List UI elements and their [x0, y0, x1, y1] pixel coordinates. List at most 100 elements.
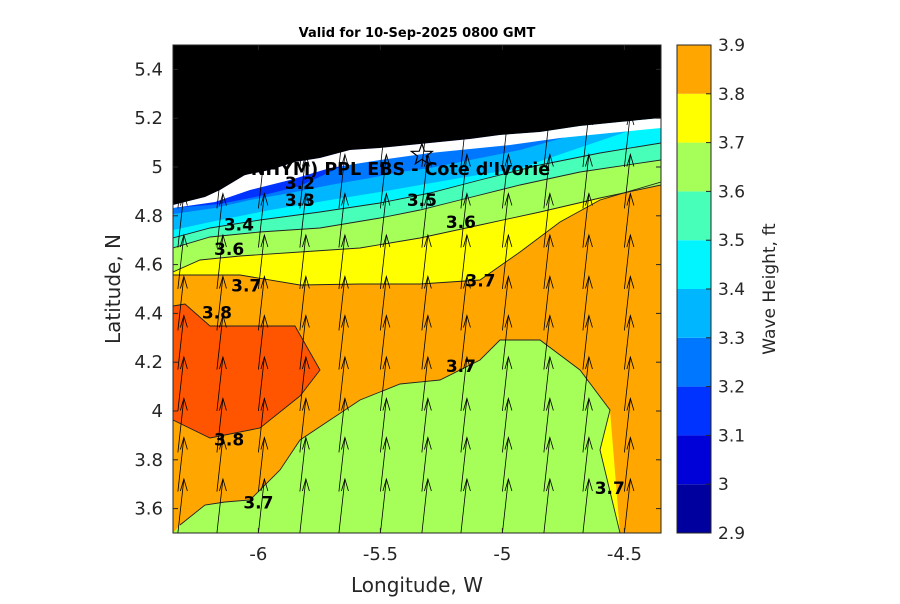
wave-direction-arrow [582, 477, 593, 533]
colorbar-tick-label: 3.5 [718, 231, 745, 251]
wave-direction-arrow [460, 275, 471, 331]
wave-direction-arrow [460, 355, 471, 412]
colorbar-tick-label: 2.9 [718, 524, 745, 544]
wave-direction-arrow [380, 275, 391, 331]
plot-area: 3.23.3 3.4 3.5 3.6 3.6 3.7 3.7 3.7 3.7 3.7 3.8 3.8 [173, 45, 661, 533]
y-tick-label: 5 [152, 157, 163, 178]
contour-band-3-8 [173, 182, 661, 533]
wave-direction-arrows [177, 111, 635, 533]
wave-direction-arrow [543, 355, 554, 412]
wave-direction-arrow [543, 314, 554, 370]
y-tick-label: 4 [152, 401, 163, 422]
wave-direction-arrow [299, 192, 310, 248]
wave-direction-arrow [543, 436, 554, 492]
wave-direction-arrow [338, 233, 349, 290]
wave-direction-arrow [543, 397, 554, 453]
colorbar-tick-label: 3.6 [718, 182, 745, 202]
wave-direction-arrow [338, 436, 349, 492]
x-tick-label: -5.5 [363, 544, 398, 565]
wave-direction-arrow [380, 111, 391, 168]
colorbar-swatch [677, 435, 711, 485]
wave-direction-arrow [624, 192, 635, 248]
wave-direction-arrow [338, 111, 349, 168]
colorbar-swatch [677, 386, 711, 436]
wave-direction-arrow [460, 314, 471, 370]
contour-line [173, 142, 661, 239]
wave-direction-arrow [421, 355, 432, 412]
wave-direction-arrow [543, 233, 554, 290]
contour-line [173, 181, 661, 286]
wave-direction-arrow [624, 275, 635, 331]
contour-label: 3.4 [224, 216, 254, 236]
wave-direction-arrow [502, 192, 513, 248]
coastline-strip [173, 118, 661, 208]
wave-direction-arrow [216, 153, 227, 209]
wave-direction-arrow [216, 314, 227, 370]
wave-direction-arrow [380, 153, 391, 209]
x-tick-label: -4.5 [607, 544, 642, 565]
wave-direction-arrow [502, 477, 513, 533]
wave-direction-arrow [582, 153, 593, 209]
contour-label: 3.7 [465, 272, 495, 292]
wave-direction-arrow [421, 436, 432, 492]
wave-direction-arrow [421, 397, 432, 453]
y-tick-label: 5.2 [134, 108, 163, 129]
wave-direction-arrow [177, 111, 188, 168]
wave-direction-arrow [299, 436, 310, 492]
wave-direction-arrow [543, 192, 554, 248]
wave-direction-arrow [258, 192, 269, 248]
colorbar-swatch [677, 484, 711, 533]
wave-direction-arrow [502, 111, 513, 168]
wave-direction-arrow [582, 355, 593, 412]
wave-direction-arrow [502, 314, 513, 370]
wave-direction-arrow [299, 275, 310, 331]
contour-line [173, 159, 661, 249]
wave-direction-arrow [421, 275, 432, 331]
wave-direction-arrow [216, 436, 227, 492]
wave-direction-arrow [177, 233, 188, 290]
contour-label-layer: 3.23.3 3.4 3.5 3.6 3.6 3.7 3.7 3.7 3.7 3.7 3.8 3.8 [202, 174, 625, 514]
wave-direction-arrow [380, 436, 391, 492]
contour-label: 3.8 [202, 303, 232, 323]
colorbar: 2.9 3 3.1 3.2 3.3 3.4 3.5 3.6 3.7 3.8 3.9 [676, 36, 745, 544]
wave-direction-arrow [338, 153, 349, 209]
wave-direction-arrow [338, 397, 349, 453]
wave-direction-arrow [421, 111, 432, 168]
wave-direction-arrow [624, 233, 635, 290]
wave-direction-arrow [177, 397, 188, 453]
wave-direction-arrow [338, 314, 349, 370]
wave-direction-arrow [338, 192, 349, 248]
wave-direction-arrow [177, 275, 188, 331]
wave-direction-arrow [624, 153, 635, 209]
colorbar-tick-label: 3.9 [718, 36, 745, 56]
wave-direction-arrow [582, 314, 593, 370]
wave-direction-arrow [216, 111, 227, 168]
y-axis-label: Latitude, N [101, 234, 125, 344]
wave-direction-arrow [299, 314, 310, 370]
wave-direction-arrow [582, 233, 593, 290]
wave-direction-arrow [624, 111, 635, 168]
wave-direction-arrow [543, 153, 554, 209]
wave-direction-arrow [177, 192, 188, 248]
contour-label: 3.3 [285, 191, 315, 211]
colorbar-swatch [677, 142, 711, 192]
wave-direction-arrow [380, 314, 391, 370]
wave-direction-arrow [177, 477, 188, 533]
wave-direction-arrow [299, 397, 310, 453]
wave-direction-arrow [380, 233, 391, 290]
colorbar-swatch [677, 93, 711, 143]
wave-direction-arrow [624, 397, 635, 453]
wave-direction-arrow [380, 397, 391, 453]
wave-direction-arrow [216, 275, 227, 331]
wave-direction-arrow [502, 233, 513, 290]
y-tick-label: 4.8 [134, 206, 163, 227]
wave-direction-arrow [258, 233, 269, 290]
y-axis: 3.6 3.8 4 4.2 4.4 4.6 4.8 5 5.2 5.4 [134, 59, 661, 520]
wave-direction-arrow [258, 153, 269, 209]
wave-direction-arrow [299, 233, 310, 290]
wave-direction-arrow [502, 436, 513, 492]
contour-label: 3.2 [285, 174, 315, 194]
wave-direction-arrow [582, 111, 593, 168]
wave-direction-arrow [460, 192, 471, 248]
